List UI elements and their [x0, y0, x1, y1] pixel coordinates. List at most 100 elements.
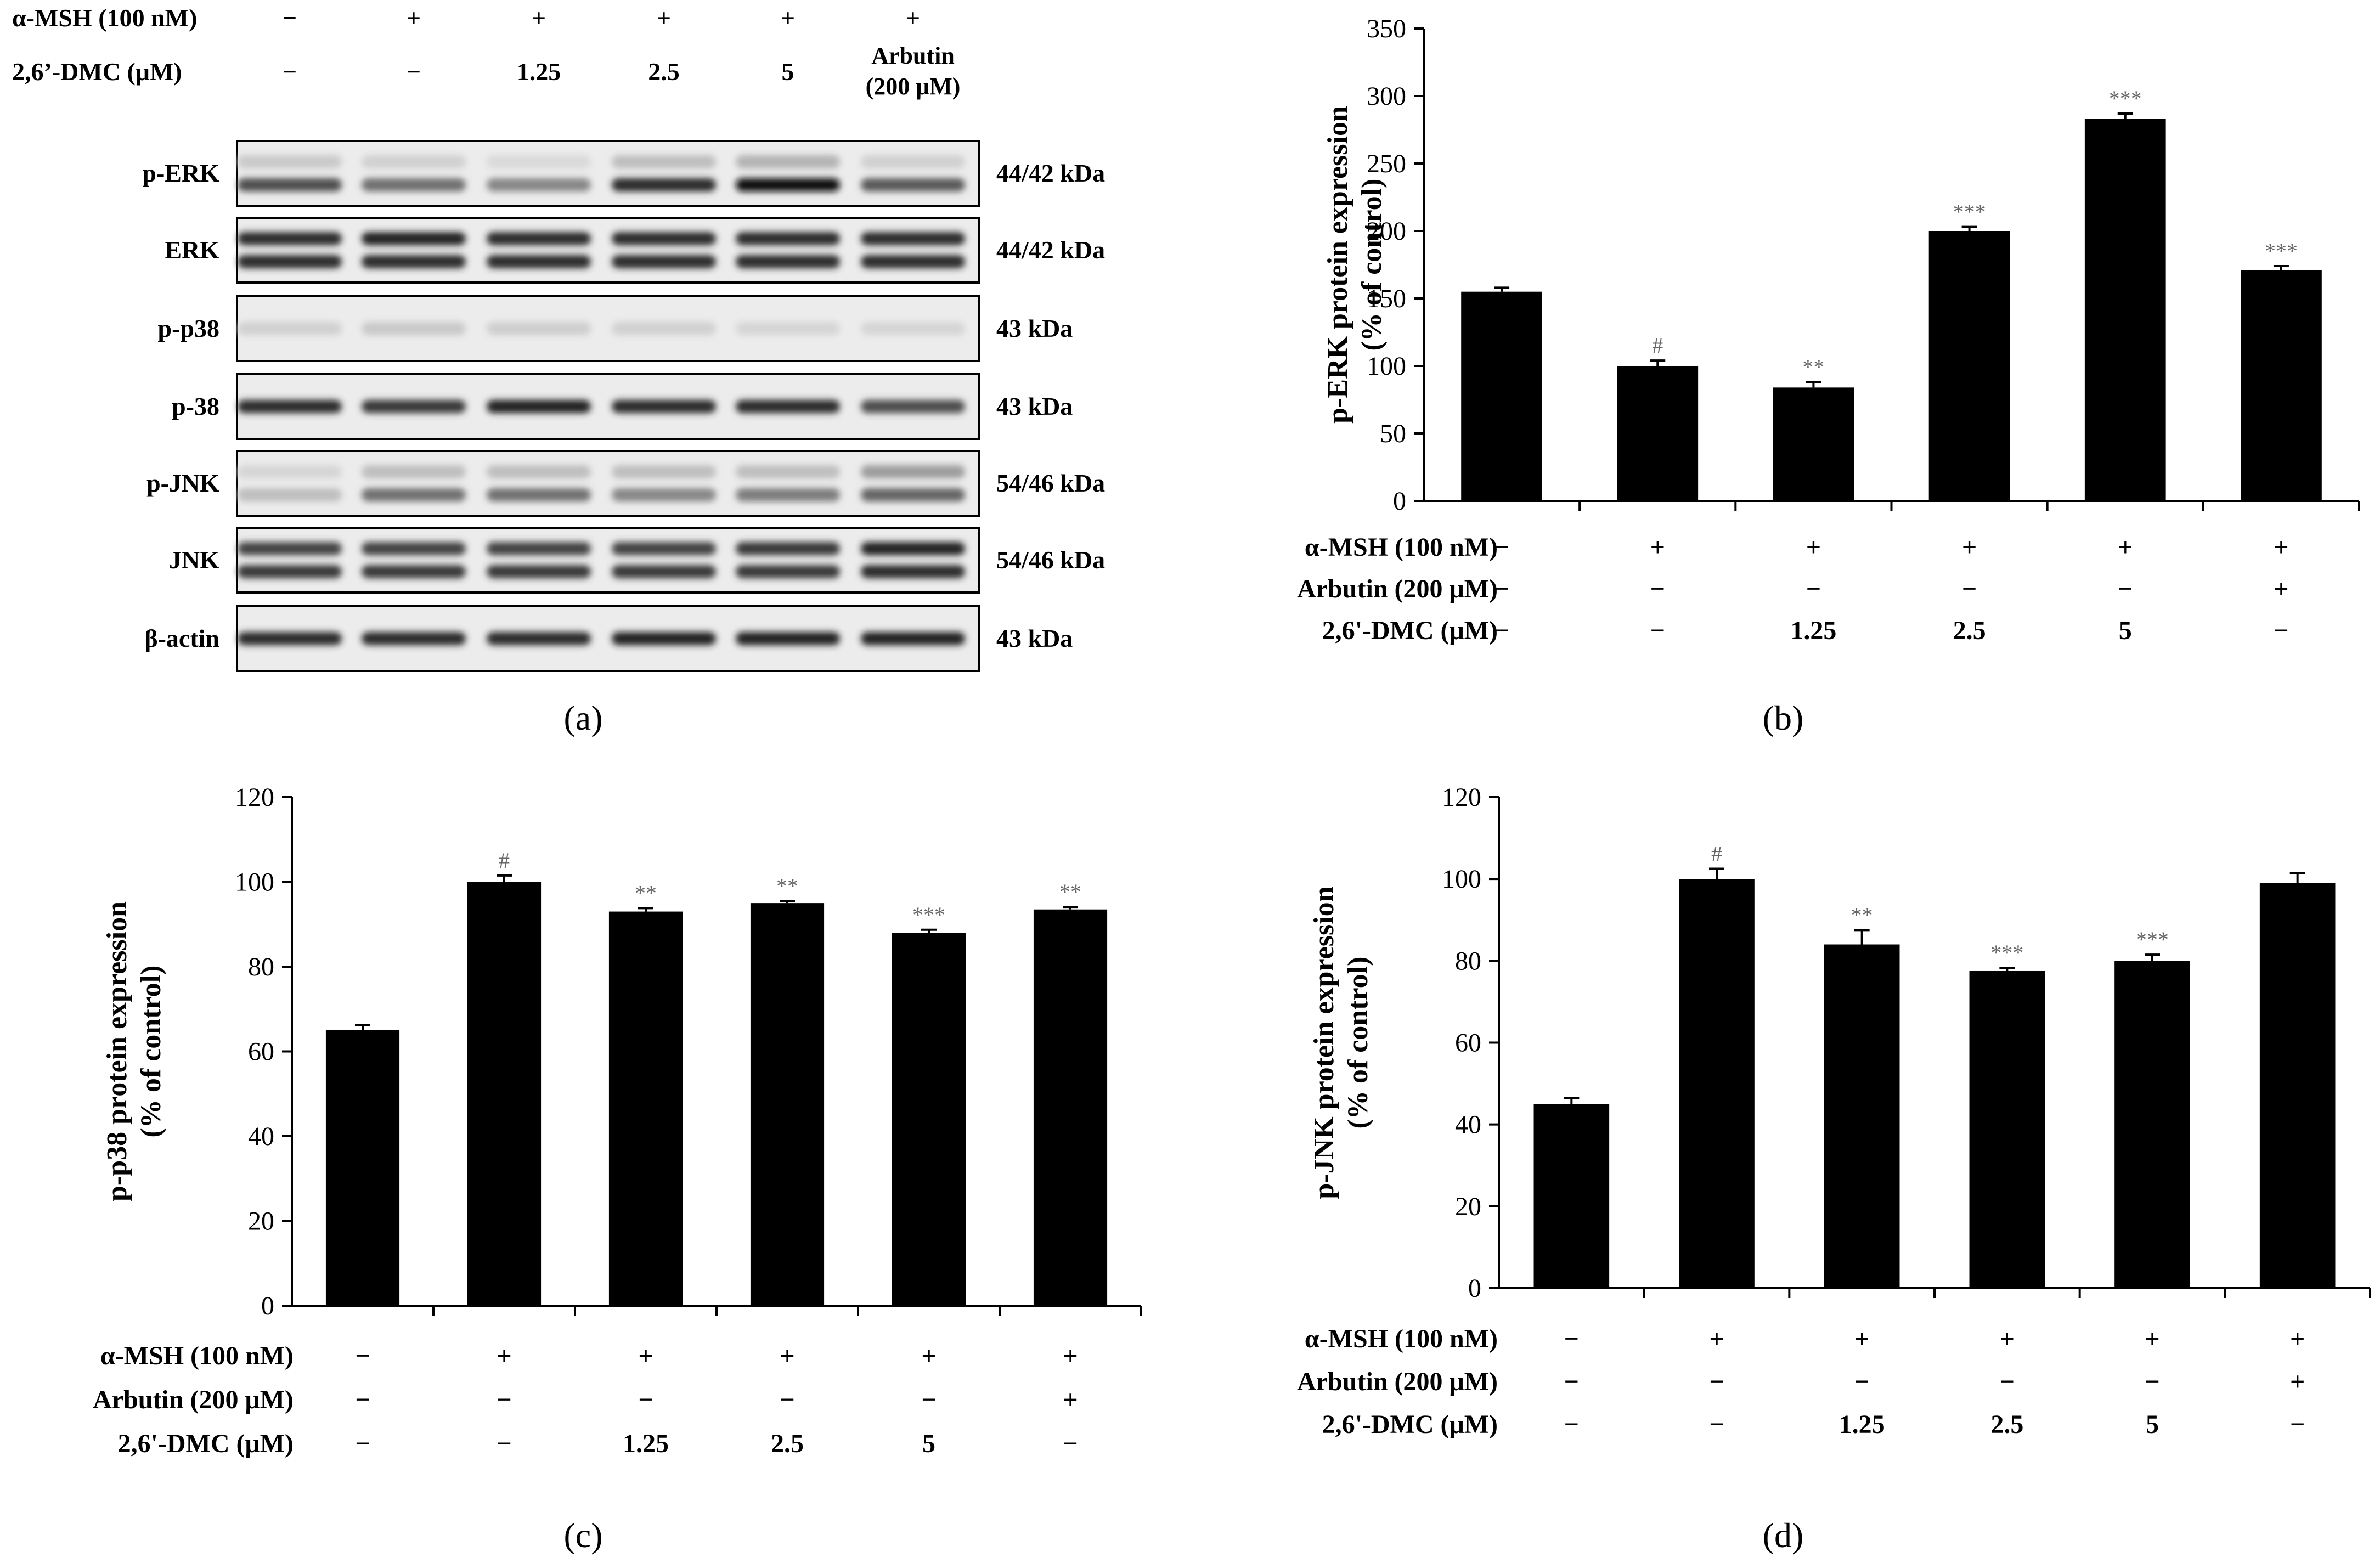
treatment-label: 2,6’-DMC (μM): [12, 58, 182, 86]
bar: [2259, 883, 2336, 1288]
panel-caption: (a): [563, 698, 602, 737]
treatment-value: −: [1564, 1410, 1579, 1439]
treatment-value: −: [1962, 574, 1977, 603]
blot-band: [487, 178, 591, 191]
treatment-value: −: [2145, 1367, 2159, 1396]
blot-frame: [236, 295, 980, 362]
blot-label: p-p38: [158, 314, 219, 342]
y-tick-label: 100: [235, 868, 274, 897]
y-axis-label: p-ERK protein expression: [1322, 106, 1353, 424]
treatment-value: −: [1854, 1367, 1869, 1396]
blot-label: ERK: [165, 236, 219, 264]
treatment-label: α-MSH (100 nM): [100, 1341, 294, 1370]
y-tick-label: 120: [235, 783, 274, 812]
bar: [608, 911, 683, 1306]
panel-caption: (b): [1763, 698, 1804, 737]
blot-band: [861, 465, 965, 478]
y-tick-label: 60: [1455, 1029, 1481, 1058]
significance-mark: ***: [912, 902, 945, 927]
y-tick-label: 80: [248, 952, 274, 981]
bar: [1773, 387, 1854, 501]
blot-band: [487, 465, 591, 478]
panel-a-western-blot: α-MSH (100 nM) − + + + + +2,6’-DMC (μM) − − 1.25 2…: [12, 4, 1105, 737]
treatment-value: 5: [782, 58, 794, 86]
blot-frame: [236, 217, 980, 284]
y-tick-label: 20: [1455, 1192, 1481, 1221]
treatment-label: Arbutin (200 μM): [1297, 1367, 1498, 1396]
blot-frame: [236, 527, 980, 594]
blot-band: [736, 465, 840, 478]
blot-band: [487, 542, 591, 555]
treatment-value: −: [283, 4, 297, 32]
blot-band: [861, 400, 965, 413]
treatment-label: α-MSH (100 nM): [1305, 533, 1498, 562]
treatment-value: −: [1494, 616, 1509, 645]
treatment-value: 2.5: [1953, 616, 1986, 645]
blot-label: p-ERK: [142, 159, 219, 187]
blot-label: p-38: [172, 392, 219, 420]
blot-label: β-actin: [144, 624, 219, 652]
blot-frame: [236, 605, 980, 672]
bar: [1533, 1104, 1610, 1288]
panel-b-chart: 0 50 100 150 200 250 300 350 p-ERK protein expre…: [1297, 14, 2360, 737]
y-tick-label: 200: [1367, 217, 1406, 246]
blot-frame: [236, 373, 980, 440]
blot-band: [736, 322, 840, 335]
y-axis-label: (% of control): [136, 966, 167, 1138]
blot-size: 54/46 kDa: [996, 469, 1105, 497]
treatment-value: −: [1709, 1367, 1724, 1396]
blot-band: [487, 400, 591, 413]
treatment-value: −: [1494, 533, 1509, 562]
significance-mark: #: [1652, 333, 1663, 358]
bar: [2084, 119, 2166, 501]
treatment-value: 5: [2119, 616, 2132, 645]
significance-mark: ***: [2136, 927, 2169, 952]
blot-band: [612, 400, 716, 413]
significance-mark: ***: [2265, 239, 2298, 263]
treatment-value: Arbutin (200 μM): [866, 42, 961, 100]
bar: [1033, 909, 1108, 1306]
blot-band: [238, 488, 342, 501]
blot-band: [362, 465, 466, 478]
bar: [1617, 366, 1699, 501]
treatment-value: −: [1063, 1429, 1078, 1458]
treatment-value: 1.25: [1839, 1410, 1885, 1439]
blot-band: [238, 322, 342, 335]
treatment-value: −: [2274, 616, 2288, 645]
blot-band: [612, 542, 716, 555]
blot-band: [861, 178, 965, 191]
panel-caption: (d): [1763, 1516, 1804, 1555]
blot-band: [736, 488, 840, 501]
significance-mark: **: [1802, 355, 1824, 380]
treatment-label: Arbutin (200 μM): [93, 1385, 294, 1414]
treatment-value: +: [921, 1341, 936, 1370]
treatment-label: 2,6'-DMC (μM): [1322, 616, 1498, 645]
treatment-value: −: [497, 1429, 511, 1458]
treatment-value: −: [407, 58, 421, 86]
significance-mark: ***: [1953, 200, 1986, 224]
treatment-value: +: [906, 4, 920, 32]
treatment-value: −: [355, 1385, 370, 1414]
blot-band: [612, 232, 716, 245]
significance-mark: **: [635, 881, 657, 905]
treatment-value: +: [1063, 1341, 1078, 1370]
blot-band: [487, 632, 591, 645]
significance-mark: #: [1711, 842, 1722, 866]
blot-band: [861, 232, 965, 245]
treatment-value: +: [2118, 533, 2133, 562]
treatment-value: 1.25: [1790, 616, 1836, 645]
blot-band: [612, 465, 716, 478]
treatment-value: −: [921, 1385, 936, 1414]
treatment-value: +: [781, 4, 795, 32]
blot-band: [487, 322, 591, 335]
y-tick-label: 100: [1367, 352, 1406, 381]
treatment-value: +: [1063, 1385, 1078, 1414]
treatment-value: −: [1494, 574, 1509, 603]
y-tick-label: 100: [1442, 865, 1481, 894]
significance-mark: ***: [2109, 86, 2142, 111]
y-tick-label: 40: [248, 1122, 274, 1151]
blot-label: JNK: [169, 546, 219, 574]
blot-band: [238, 542, 342, 555]
